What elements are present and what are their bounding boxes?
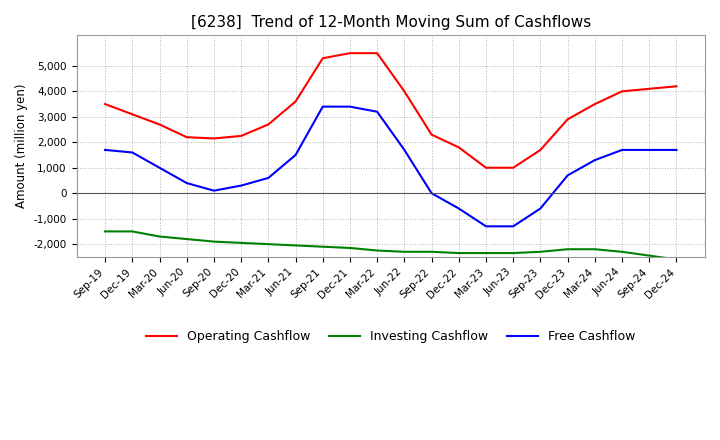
Investing Cashflow [182, 236, 191, 242]
Free Cashflow [590, 158, 599, 163]
Operating Cashflow [237, 133, 246, 139]
Free Cashflow [482, 224, 490, 229]
Operating Cashflow [454, 145, 463, 150]
Operating Cashflow [128, 112, 137, 117]
Operating Cashflow [156, 122, 164, 127]
Investing Cashflow [536, 249, 545, 254]
Line: Operating Cashflow: Operating Cashflow [105, 53, 676, 168]
Investing Cashflow [400, 249, 409, 254]
Free Cashflow [156, 165, 164, 170]
Investing Cashflow [454, 250, 463, 256]
Free Cashflow [318, 104, 327, 109]
Free Cashflow [128, 150, 137, 155]
Free Cashflow [618, 147, 626, 153]
Operating Cashflow [427, 132, 436, 137]
Operating Cashflow [509, 165, 518, 170]
Free Cashflow [210, 188, 218, 193]
Operating Cashflow [264, 122, 273, 127]
Operating Cashflow [536, 147, 545, 153]
Operating Cashflow [291, 99, 300, 104]
Free Cashflow [346, 104, 354, 109]
Investing Cashflow [237, 240, 246, 246]
Operating Cashflow [563, 117, 572, 122]
Free Cashflow [509, 224, 518, 229]
Line: Investing Cashflow: Investing Cashflow [105, 231, 676, 260]
Operating Cashflow [482, 165, 490, 170]
Free Cashflow [291, 152, 300, 158]
Operating Cashflow [645, 86, 654, 92]
Investing Cashflow [346, 246, 354, 251]
Free Cashflow [101, 147, 109, 153]
Legend: Operating Cashflow, Investing Cashflow, Free Cashflow: Operating Cashflow, Investing Cashflow, … [140, 325, 641, 348]
Investing Cashflow [373, 248, 382, 253]
Operating Cashflow [210, 136, 218, 141]
Free Cashflow [237, 183, 246, 188]
Free Cashflow [645, 147, 654, 153]
Investing Cashflow [482, 250, 490, 256]
Investing Cashflow [427, 249, 436, 254]
Investing Cashflow [509, 250, 518, 256]
Investing Cashflow [618, 249, 626, 254]
Y-axis label: Amount (million yen): Amount (million yen) [15, 84, 28, 209]
Free Cashflow [672, 147, 680, 153]
Investing Cashflow [291, 243, 300, 248]
Investing Cashflow [264, 242, 273, 247]
Free Cashflow [454, 206, 463, 211]
Free Cashflow [536, 206, 545, 211]
Operating Cashflow [101, 102, 109, 107]
Investing Cashflow [210, 239, 218, 244]
Investing Cashflow [590, 246, 599, 252]
Operating Cashflow [590, 102, 599, 107]
Investing Cashflow [101, 229, 109, 234]
Investing Cashflow [156, 234, 164, 239]
Operating Cashflow [318, 55, 327, 61]
Investing Cashflow [672, 257, 680, 262]
Operating Cashflow [400, 89, 409, 94]
Title: [6238]  Trend of 12-Month Moving Sum of Cashflows: [6238] Trend of 12-Month Moving Sum of C… [191, 15, 591, 30]
Operating Cashflow [618, 89, 626, 94]
Free Cashflow [563, 173, 572, 178]
Line: Free Cashflow: Free Cashflow [105, 106, 676, 226]
Operating Cashflow [346, 51, 354, 56]
Free Cashflow [427, 191, 436, 196]
Investing Cashflow [318, 244, 327, 249]
Investing Cashflow [563, 246, 572, 252]
Operating Cashflow [373, 51, 382, 56]
Investing Cashflow [128, 229, 137, 234]
Free Cashflow [264, 175, 273, 180]
Operating Cashflow [182, 135, 191, 140]
Free Cashflow [400, 147, 409, 153]
Free Cashflow [182, 180, 191, 186]
Operating Cashflow [672, 84, 680, 89]
Investing Cashflow [645, 253, 654, 258]
Free Cashflow [373, 109, 382, 114]
